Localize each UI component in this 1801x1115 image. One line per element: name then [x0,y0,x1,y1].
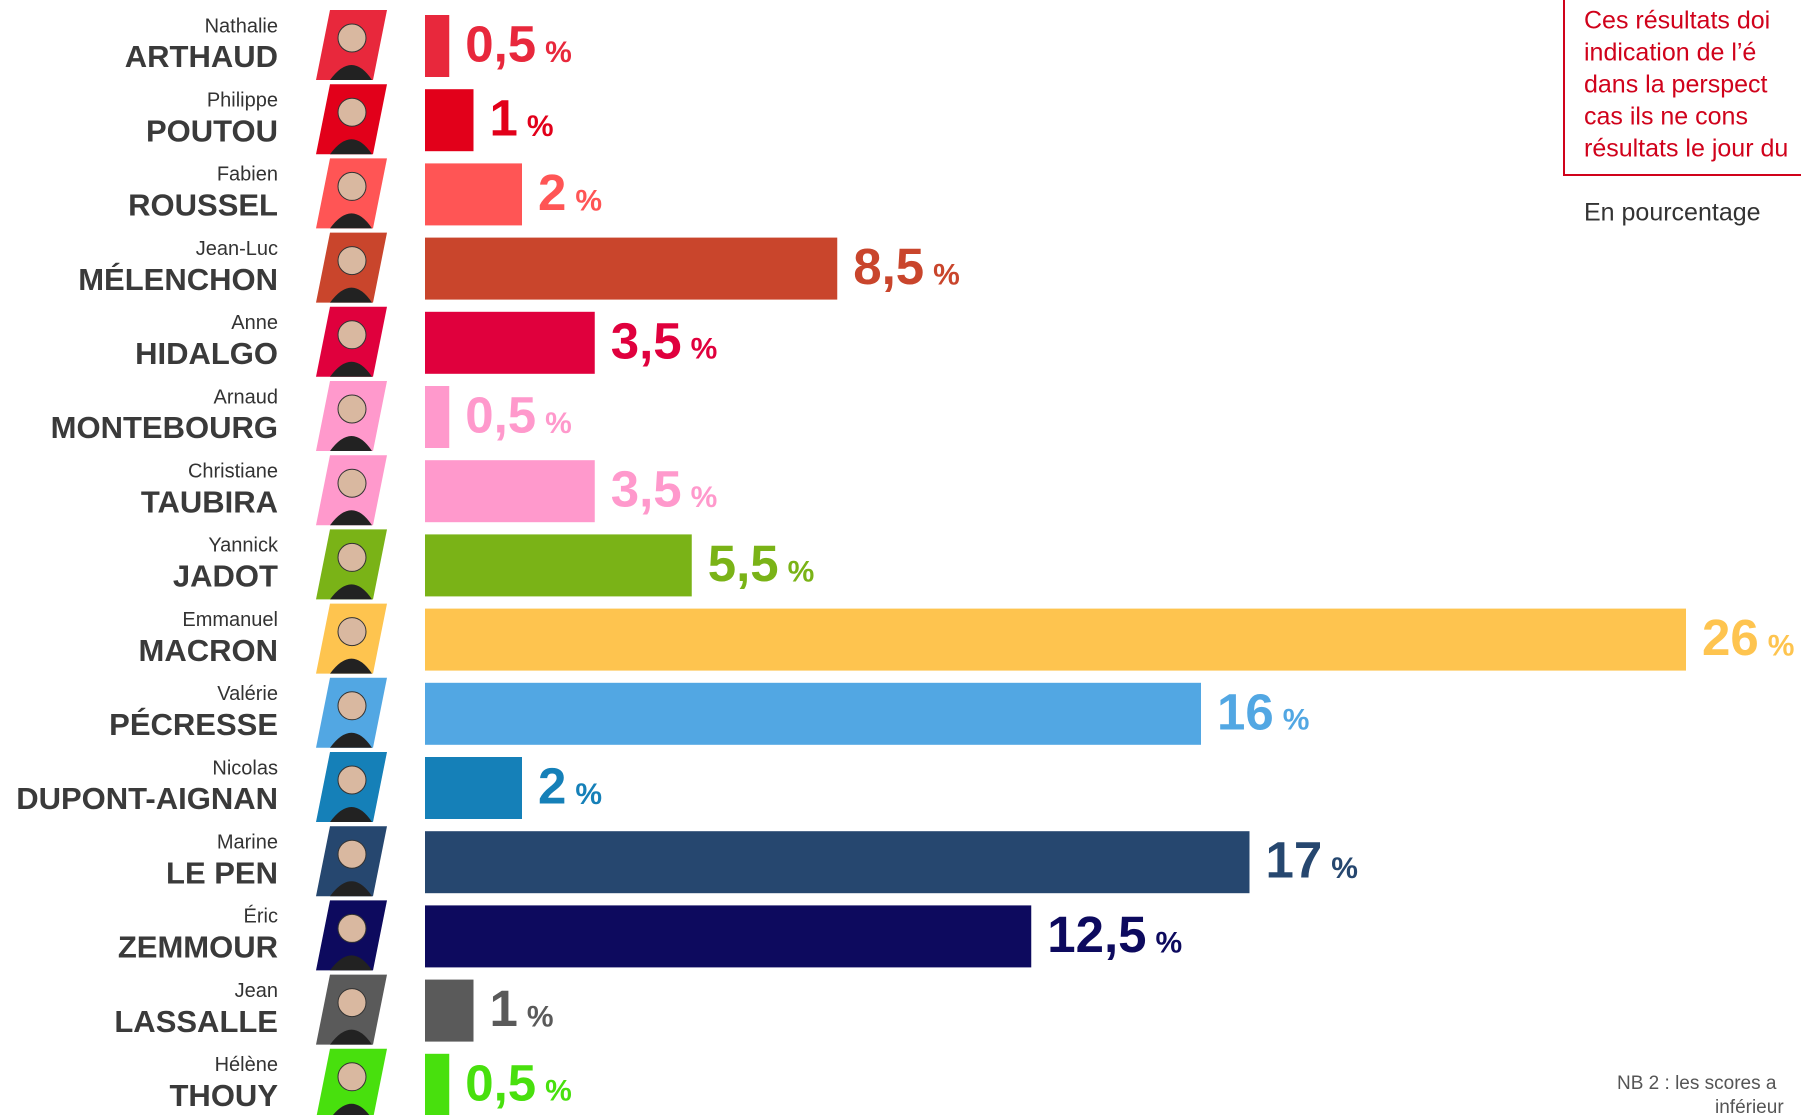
bar [425,831,1250,893]
first-name: Anne [231,312,278,334]
category-label: MACRON [139,633,279,668]
footnote: NB 2 : les scores a [1617,1073,1777,1094]
category-label: JADOT [173,559,278,594]
photo-head [338,766,366,794]
value-label: 0,5 [465,1054,536,1111]
photo-head [338,618,366,646]
bar [425,757,522,819]
value-label: 1 [490,90,518,147]
subtitle: En pourcentage [1584,199,1761,227]
first-name: Emmanuel [182,609,278,631]
bar [425,386,449,448]
category-label: ROUSSEL [128,188,278,223]
bar [425,980,474,1042]
value-unit: % [545,407,572,440]
value-unit: % [788,555,815,588]
category-label: LE PEN [166,855,278,890]
bar [425,163,522,225]
first-name: Jean-Luc [196,238,278,260]
category-label: ZEMMOUR [118,930,278,965]
photo-head [338,321,366,349]
category-label: THOUY [170,1078,279,1113]
first-name: Nathalie [205,15,278,37]
value-unit: % [1768,630,1795,663]
bar [425,238,837,300]
photo-head [338,1063,366,1091]
value-label: 0,5 [465,15,536,72]
photo-head [338,914,366,942]
category-label: DUPONT-AIGNAN [16,781,278,816]
chart: En pourcentage NB 2 : les scores a infér… [0,0,1801,1115]
photo-head [338,24,366,52]
bar [425,312,595,374]
photo-head [338,840,366,868]
first-name: Yannick [208,535,279,557]
value-unit: % [691,333,718,366]
photo-head [338,247,366,275]
category-label: LASSALLE [114,1004,278,1039]
note-line: cas ils ne cons [1584,103,1748,131]
value-unit: % [1283,704,1310,737]
value-label: 5,5 [708,535,779,592]
value-label: 8,5 [853,238,924,295]
value-unit: % [1331,852,1358,885]
photo-head [338,469,366,497]
photo-head [338,989,366,1017]
photo-head [338,172,366,200]
bar [425,534,692,596]
value-unit: % [575,778,602,811]
first-name: Arnaud [214,386,279,408]
note-line: Ces résultats doi [1584,7,1770,35]
first-name: Nicolas [212,757,278,779]
photo-head [338,98,366,126]
value-unit: % [575,184,602,217]
value-label: 1 [490,980,518,1037]
category-label: PÉCRESSE [109,707,278,742]
note-line: indication de l’é [1584,39,1756,67]
value-unit: % [527,1001,554,1034]
category-label: MONTEBOURG [51,410,278,445]
photo-head [338,543,366,571]
category-label: MÉLENCHON [78,262,278,297]
category-label: ARTHAUD [125,39,278,74]
first-name: Hélène [215,1054,278,1076]
bar [425,905,1031,967]
value-label: 17 [1266,832,1323,889]
value-label: 2 [538,757,566,814]
first-name: Christiane [188,460,278,482]
value-unit: % [691,481,718,514]
first-name: Philippe [207,89,278,111]
note-line: résultats le jour du [1584,135,1788,163]
value-unit: % [527,110,554,143]
bar [425,1054,449,1115]
value-label: 26 [1702,609,1759,666]
note-line: dans la perspect [1584,71,1768,99]
bar [425,460,595,522]
footnote: inférieur [1715,1097,1784,1115]
first-name: Jean [235,980,278,1002]
value-unit: % [1156,926,1183,959]
value-label: 12,5 [1047,906,1146,963]
value-unit: % [545,36,572,69]
first-name: Fabien [217,164,278,186]
category-label: POUTOU [146,113,278,148]
value-label: 0,5 [465,386,536,443]
bar [425,683,1201,745]
photo-head [338,395,366,423]
value-unit: % [545,1075,572,1108]
first-name: Valérie [217,683,278,705]
first-name: Marine [217,831,278,853]
value-label: 3,5 [611,461,682,518]
first-name: Éric [244,905,278,928]
value-label: 3,5 [611,312,682,369]
value-label: 16 [1217,683,1274,740]
photo-head [338,692,366,720]
category-label: TAUBIRA [141,484,278,519]
bar [425,609,1686,671]
category-label: HIDALGO [135,336,278,371]
value-label: 2 [538,164,566,221]
bar [425,89,474,151]
bar [425,15,449,77]
value-unit: % [933,259,960,292]
